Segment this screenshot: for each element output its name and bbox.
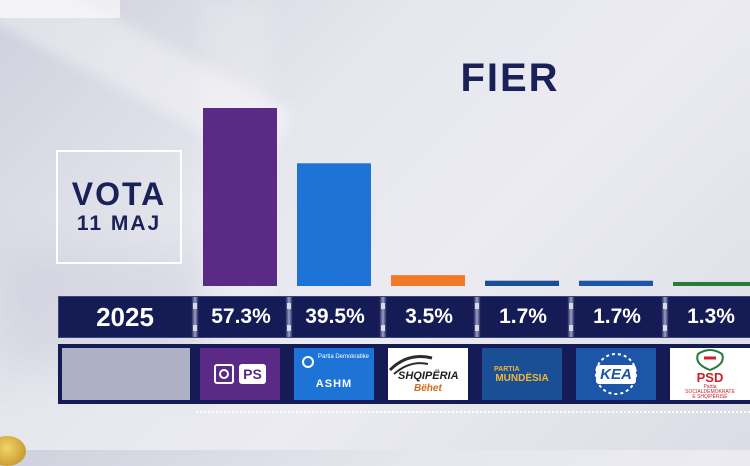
bar-kea: [579, 280, 653, 286]
logo-kea: KEA: [576, 348, 656, 400]
year-label: 2025: [96, 301, 154, 332]
bar-chart: [203, 108, 750, 286]
logo-shqiperia-behet: SHQIPËRIA Bëhet: [388, 348, 468, 400]
logo-psd: PSD Partia SOCIALDEMOKRATE E SHQIPËRISË: [670, 348, 750, 400]
bar-ps: [203, 108, 277, 286]
rose-fist-icon: [214, 364, 235, 384]
strip-separator: [285, 297, 293, 337]
strip-separator: [661, 297, 669, 337]
bar-ashm: [297, 163, 371, 286]
strip-separator: [191, 297, 199, 337]
dotted-divider: [196, 411, 750, 413]
logo-ashm-text: ASHM: [315, 378, 353, 390]
vote-date: 11 MAJ: [76, 212, 162, 235]
bar-psd: [673, 281, 750, 286]
strip-separator: [473, 297, 481, 337]
bar-mundesia: [485, 280, 559, 286]
percent-label-shqiperia: 3.5%: [405, 305, 453, 328]
logo-shqiperia-text: SHQIPËRIA: [398, 370, 459, 382]
logo-ps: PS: [200, 348, 280, 400]
logo-strip-blank-cell: [62, 348, 190, 400]
logo-ps-text: PS: [239, 364, 266, 384]
logo-ashm-subtitle: Partia Demokratike: [318, 354, 370, 360]
pd-emblem-icon: [302, 356, 314, 368]
logo-mundesia-small: PARTIA: [494, 366, 520, 373]
bar-shqiperia: [391, 275, 465, 286]
eagle-swoosh-icon: [388, 355, 433, 375]
results-strip: 2025 57.3% 39.5% 3.5% 1.7% 1.7% 1.3%: [58, 296, 750, 338]
logo-kea-text: KEA: [596, 364, 636, 384]
stars-ring-icon: [595, 353, 637, 395]
percent-label-psd: 1.3%: [687, 305, 735, 328]
logo-psd-text: PSD: [696, 370, 724, 385]
vote-label: VOTA: [71, 176, 167, 212]
strip-separator: [567, 297, 575, 337]
logo-mundesia: PARTIA MUNDËSIA: [482, 348, 562, 400]
logo-mundesia-text: MUNDËSIA: [495, 373, 549, 384]
percent-label-mundesia: 1.7%: [499, 305, 547, 328]
chart-title: FIER: [460, 56, 560, 100]
logo-psd-subtitle: Partia SOCIALDEMOKRATE E SHQIPËRISË: [685, 384, 735, 400]
psd-heart-icon: [696, 349, 724, 372]
logo-ashm: Partia Demokratike ASHM: [294, 348, 374, 400]
percent-label-ps: 57.3%: [211, 305, 271, 328]
logo-behet-text: Bëhet: [414, 383, 442, 394]
strip-separator: [379, 297, 387, 337]
vote-date-box: VOTA 11 MAJ: [56, 150, 182, 264]
party-logo-strip: PS Partia Demokratike ASHM SHQIPËRIA Bëh…: [58, 344, 750, 404]
percent-label-ashm: 39.5%: [305, 305, 365, 328]
percent-label-kea: 1.7%: [593, 305, 641, 328]
